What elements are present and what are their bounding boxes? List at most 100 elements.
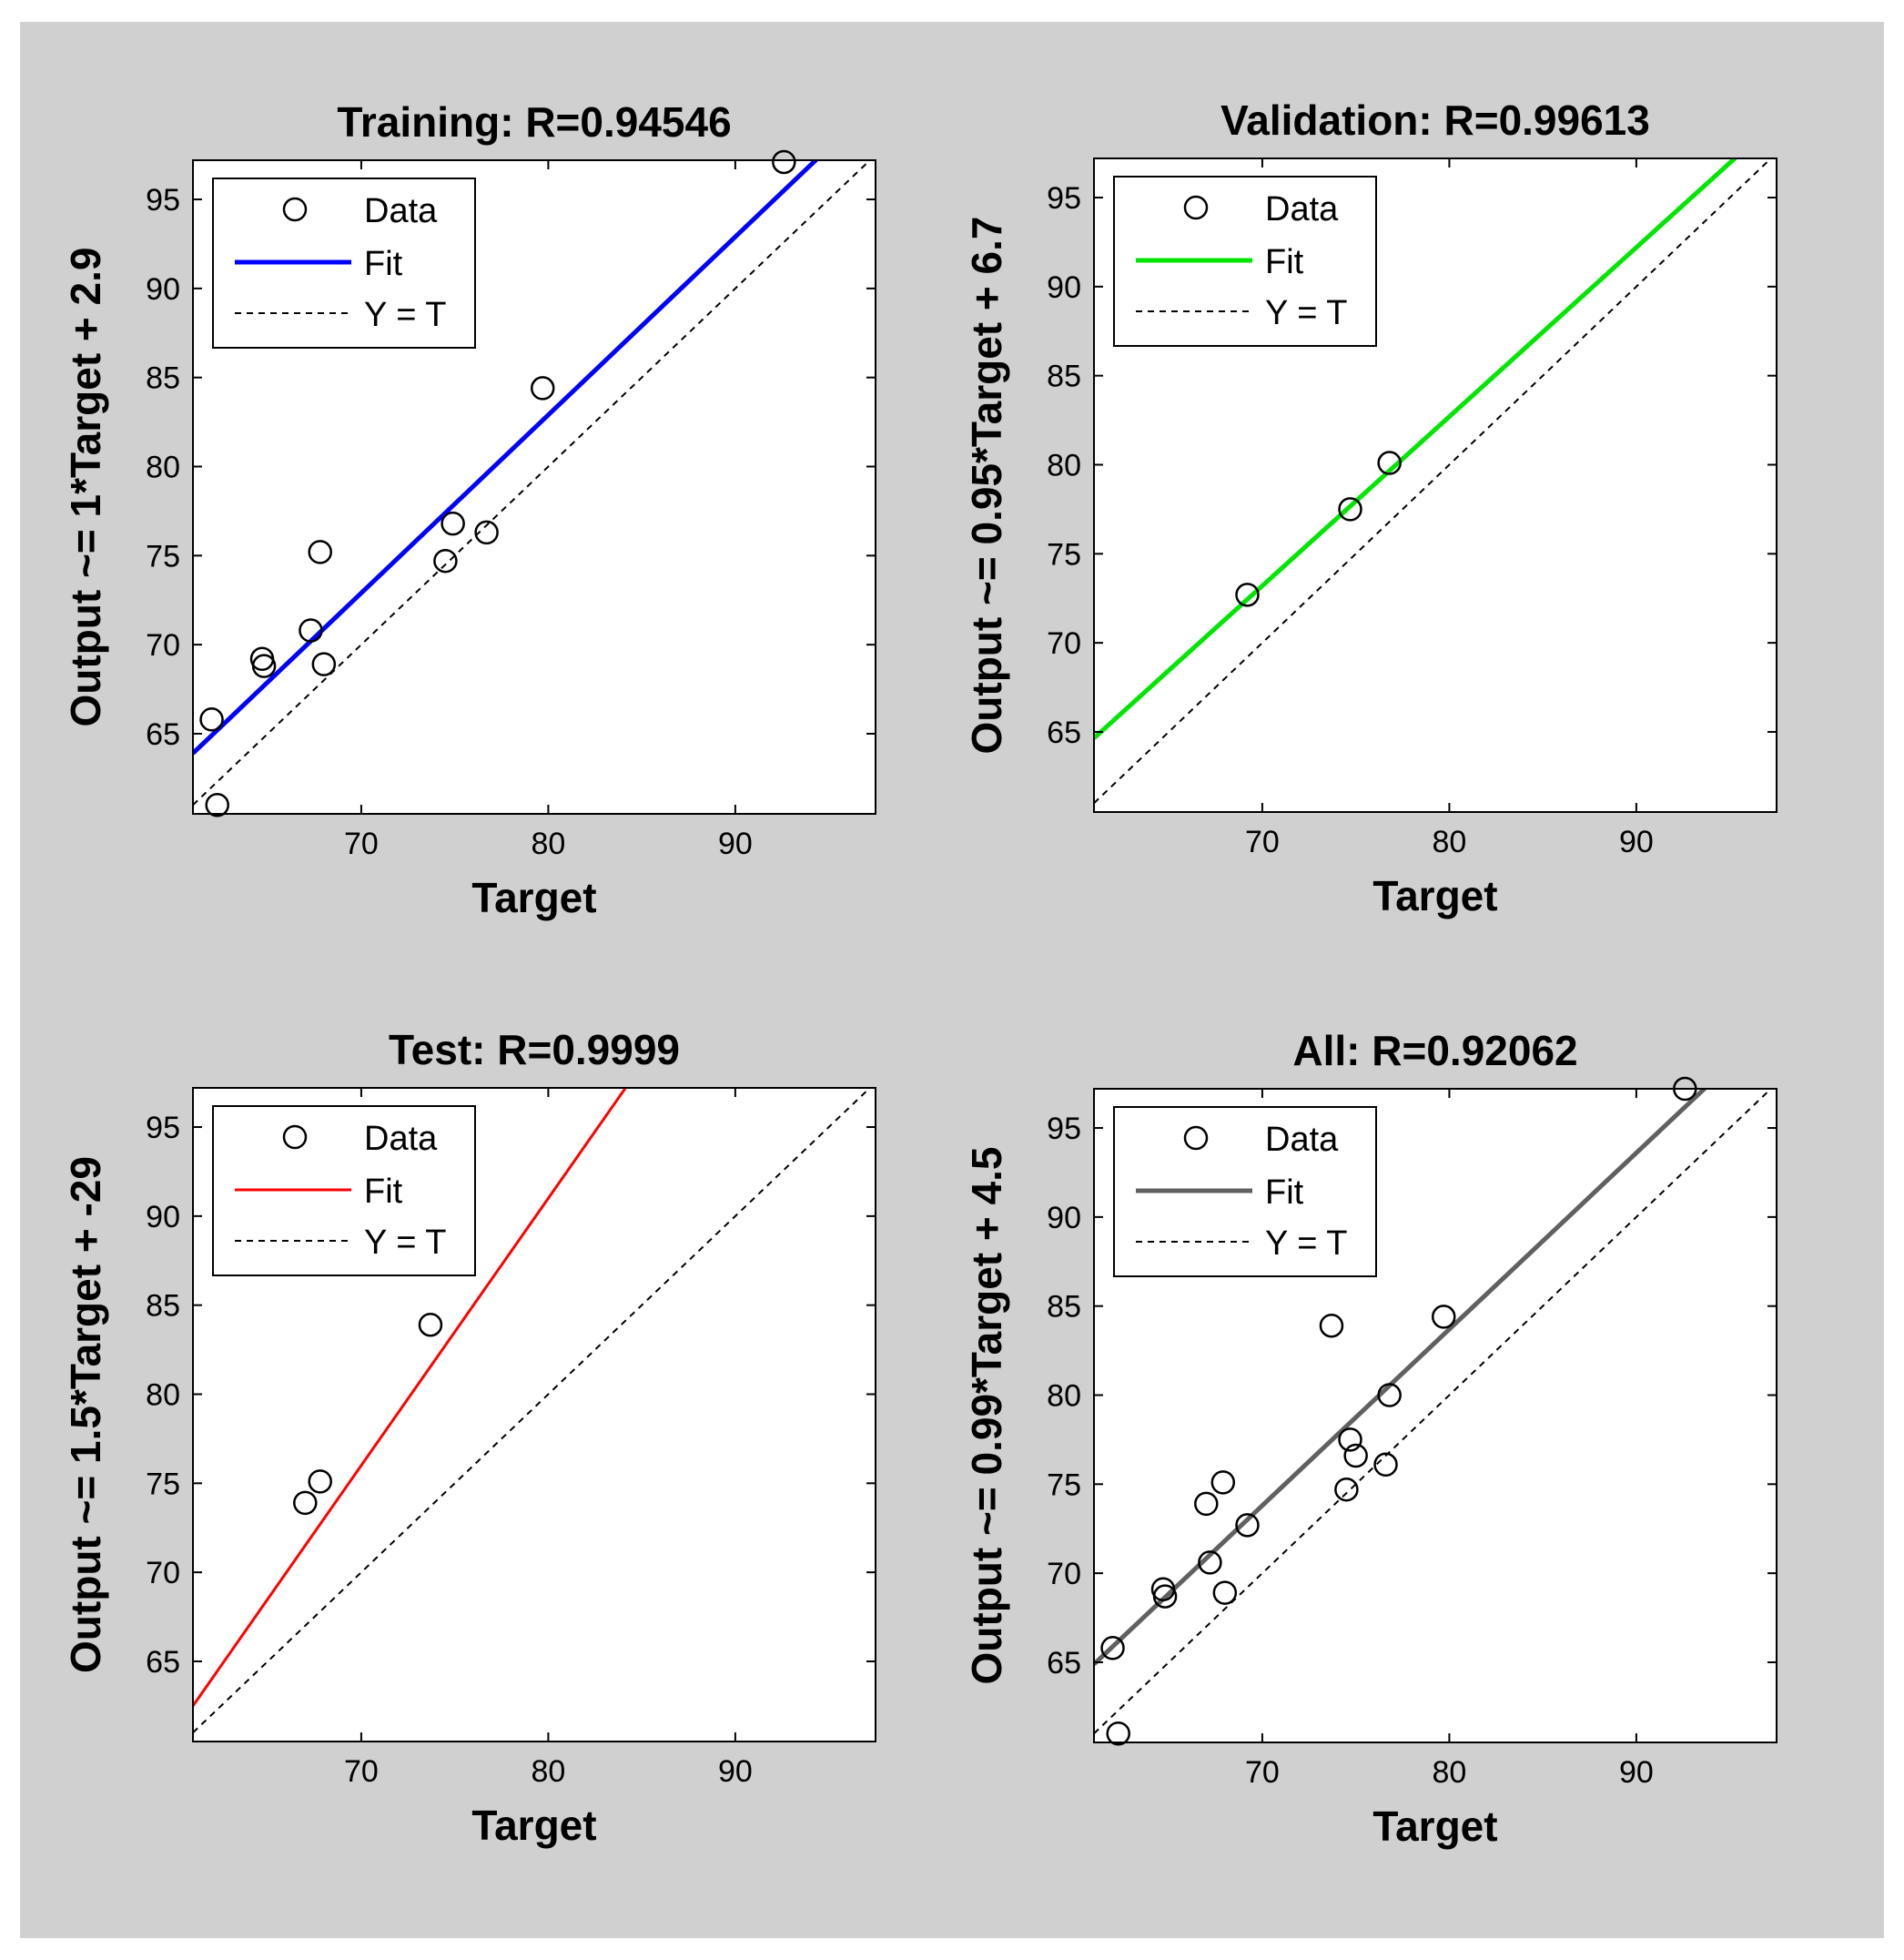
x-tick-label: 90 — [718, 1754, 753, 1789]
data-point — [311, 652, 337, 676]
regression-plots: 70 80 90 65 70 75 80 85 90 95 Training: R=0.94546 T… — [62, 96, 1777, 1850]
axes-frame — [1093, 1088, 1777, 1743]
plot-title: Test: R=0.9999 — [389, 1026, 680, 1073]
data-point — [530, 376, 555, 401]
data-point — [1210, 1470, 1236, 1495]
plot-title: Validation: R=0.99613 — [1220, 96, 1650, 144]
y-tick-label: 80 — [146, 1378, 180, 1413]
y-tick-label: 80 — [146, 451, 180, 485]
x-axis-label: Target — [471, 874, 596, 921]
y-tick-label: 80 — [1047, 449, 1081, 483]
y-axis-label: Output ~= 1*Target + 2.9 — [62, 247, 109, 726]
x-tick-label: 90 — [1619, 1755, 1654, 1790]
data-point — [1235, 583, 1260, 607]
x-tick-label: 70 — [1245, 825, 1280, 859]
data-point — [1198, 1550, 1222, 1575]
x-axis-label: Target — [471, 1802, 596, 1849]
data-point — [293, 1490, 318, 1516]
y-tick-label: 95 — [146, 1111, 180, 1145]
plot-4: 70 80 90 65 70 75 80 85 90 95 All: R=0.92062 Target… — [963, 1027, 1777, 1850]
y-tick-label: 65 — [146, 717, 180, 752]
figure-background: 70 80 90 65 70 75 80 85 90 95 Training: R=0.94546 T… — [20, 22, 1884, 1938]
legend-label: Y = T — [1265, 1224, 1348, 1263]
data-point — [308, 540, 332, 564]
x-axis-label: Target — [1372, 872, 1497, 919]
fit-line — [1094, 1089, 1708, 1666]
legend-label: Data — [364, 1120, 438, 1158]
legend-data-marker — [1183, 195, 1209, 220]
data-point — [441, 511, 465, 536]
y-tick-label: 75 — [146, 539, 180, 574]
legend: Data Fit Y = T — [212, 1105, 476, 1276]
x-tick-label: 80 — [1432, 1755, 1466, 1790]
data-point — [418, 1312, 443, 1337]
data-point — [299, 618, 323, 643]
plot-1: 70 80 90 65 70 75 80 85 90 95 Training: R=0.94546 T… — [62, 98, 876, 921]
data-point — [1343, 1443, 1368, 1468]
data-point — [1334, 1477, 1359, 1502]
data-point — [1106, 1721, 1130, 1746]
x-tick-label: 70 — [344, 827, 379, 861]
fit-line — [193, 160, 819, 756]
identity-line — [1094, 1089, 1773, 1734]
x-tick-label: 70 — [1245, 1755, 1280, 1790]
legend: Data Fit Y = T — [1113, 176, 1377, 347]
data-point — [1152, 1584, 1178, 1609]
y-tick-label: 75 — [146, 1467, 180, 1501]
y-axis-label: Output ~= 1.5*Target + -29 — [62, 1156, 109, 1673]
fit-line — [1094, 158, 1738, 740]
identity-line — [193, 1088, 872, 1733]
data-point — [1235, 1513, 1260, 1538]
x-axis-label: Target — [1372, 1803, 1497, 1850]
legend: Data Fit Y = T — [1113, 1106, 1377, 1277]
legend-label: Data — [364, 192, 438, 230]
data-point — [251, 654, 277, 678]
axes-frame — [1093, 157, 1777, 813]
y-tick-label: 80 — [1047, 1379, 1081, 1414]
identity-line — [193, 160, 872, 806]
y-tick-label: 90 — [1047, 1201, 1081, 1235]
plot-title: All: R=0.92062 — [1292, 1027, 1577, 1074]
data-point — [1431, 1305, 1456, 1329]
y-tick-label: 70 — [1047, 1557, 1081, 1591]
data-point — [474, 520, 499, 545]
legend-label: Fit — [1265, 1173, 1304, 1212]
data-point — [433, 548, 458, 574]
data-point — [199, 707, 224, 732]
y-tick-label: 70 — [146, 1556, 180, 1590]
legend-label: Fit — [1265, 243, 1304, 281]
plot-area — [1094, 1089, 1773, 1734]
plot-area — [1094, 158, 1773, 804]
y-tick-label: 70 — [146, 628, 180, 663]
plot-area — [193, 160, 872, 806]
data-point — [772, 149, 796, 175]
y-tick-label: 85 — [1047, 360, 1081, 394]
legend-label: Y = T — [364, 296, 447, 334]
y-tick-label: 70 — [1047, 626, 1081, 661]
y-axis-label: Output ~= 0.95*Target + 6.7 — [963, 217, 1010, 755]
y-tick-label: 65 — [146, 1645, 180, 1680]
y-tick-label: 75 — [1047, 1467, 1081, 1502]
data-point — [1373, 1452, 1398, 1478]
y-tick-label: 65 — [1047, 1646, 1081, 1681]
fit-line — [193, 1088, 628, 1707]
legend-label: Fit — [364, 245, 403, 283]
legend-label: Data — [1265, 1121, 1339, 1159]
data-point — [1319, 1313, 1344, 1338]
y-tick-label: 90 — [1047, 270, 1081, 305]
y-tick-label: 85 — [146, 361, 180, 396]
axes-frame — [192, 1087, 876, 1742]
y-tick-label: 65 — [1047, 716, 1081, 750]
y-tick-label: 90 — [146, 1200, 180, 1234]
data-point — [1194, 1491, 1219, 1517]
plot-area — [193, 1088, 872, 1733]
identity-line — [1094, 158, 1773, 804]
x-tick-label: 80 — [531, 1754, 565, 1789]
data-point — [205, 792, 229, 818]
x-tick-label: 90 — [1619, 825, 1654, 859]
legend-data-marker — [1183, 1125, 1209, 1151]
legend-data-marker — [282, 1124, 308, 1150]
y-tick-label: 95 — [146, 183, 180, 218]
data-point — [308, 1469, 332, 1494]
legend-label: Fit — [364, 1173, 403, 1211]
